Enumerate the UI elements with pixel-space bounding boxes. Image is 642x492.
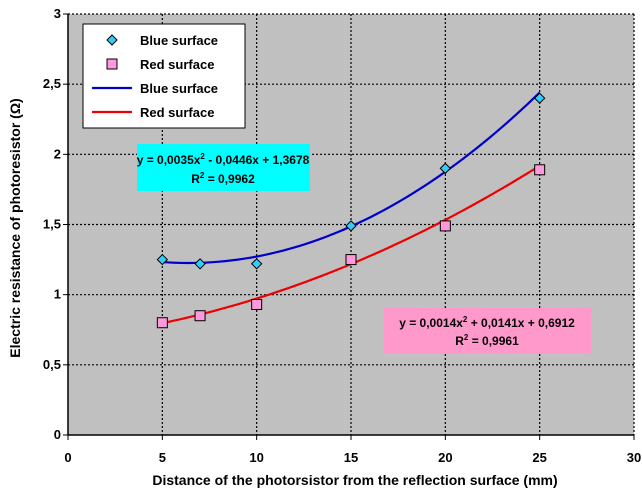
red-data-point [194,310,206,322]
legend-item: Red surface [106,57,214,72]
x-tick-label: 30 [627,450,641,465]
legend-item: Blue surface [92,81,218,96]
legend-marker [106,34,118,46]
y-tick-label: 2 [54,146,61,161]
y-tick-label: 1 [54,287,61,302]
blue-data-point [250,258,263,270]
legend-marker [106,58,118,70]
blue-data-point [194,258,206,270]
x-tick-label: 0 [64,450,71,465]
y-tick-label: 3 [54,6,61,21]
legend-label: Red surface [140,105,214,120]
legend-item: Blue surface [106,33,218,48]
legend: Blue surface Red surface Blue surface Red s… [82,23,246,129]
x-tick-label: 5 [159,450,166,465]
blue-equation-line: y = 0,0035x2 - 0,0446x + 1,3678 [137,152,310,167]
y-axis-title: Electric resistance of photoresistor (Ω) [7,98,23,357]
axes [63,13,635,440]
red-data-point [251,298,263,310]
blue-data-point [345,220,357,232]
y-tick-label: 2,5 [43,76,61,91]
legend-label: Blue surface [140,33,218,48]
legend-label: Blue surface [140,81,218,96]
red-data-point [345,254,357,266]
red-data-point [439,220,451,232]
data-markers [156,92,546,329]
blue-r2-line: R2 = 0,9962 [191,171,255,186]
red-data-point [156,317,168,329]
red-r2-line: R2 = 0,9961 [455,333,519,348]
y-tick-label: 1,5 [43,217,61,232]
blue-data-point [533,92,546,104]
y-tick-labels: 0 0,5 1 1,5 2 2,5 3 [43,6,61,442]
x-tick-label: 25 [532,450,546,465]
red-data-point [534,164,546,176]
red-equation-line: y = 0,0014x2 + 0,0141x + 0,6912 [399,315,575,330]
y-tick-label: 0 [54,427,61,442]
red-equation-box: y = 0,0014x2 + 0,0141x + 0,6912 R2 = 0,9… [384,308,591,353]
legend-label: Red surface [140,57,214,72]
x-tick-labels: 0 5 10 15 20 25 30 [64,450,641,465]
x-axis-title: Distance of the photorsistor from the re… [152,472,557,488]
blue-equation-background [137,144,310,191]
blue-equation-box: y = 0,0035x2 - 0,0446x + 1,3678 R2 = 0,9… [137,144,310,191]
y-tick-label: 0,5 [43,357,61,372]
blue-data-point [439,162,452,175]
legend-item: Red surface [92,105,214,120]
red-equation-background [384,308,591,353]
blue-data-point [156,253,169,266]
x-tick-label: 10 [249,450,263,465]
x-tick-label: 15 [344,450,358,465]
x-tick-label: 20 [438,450,452,465]
